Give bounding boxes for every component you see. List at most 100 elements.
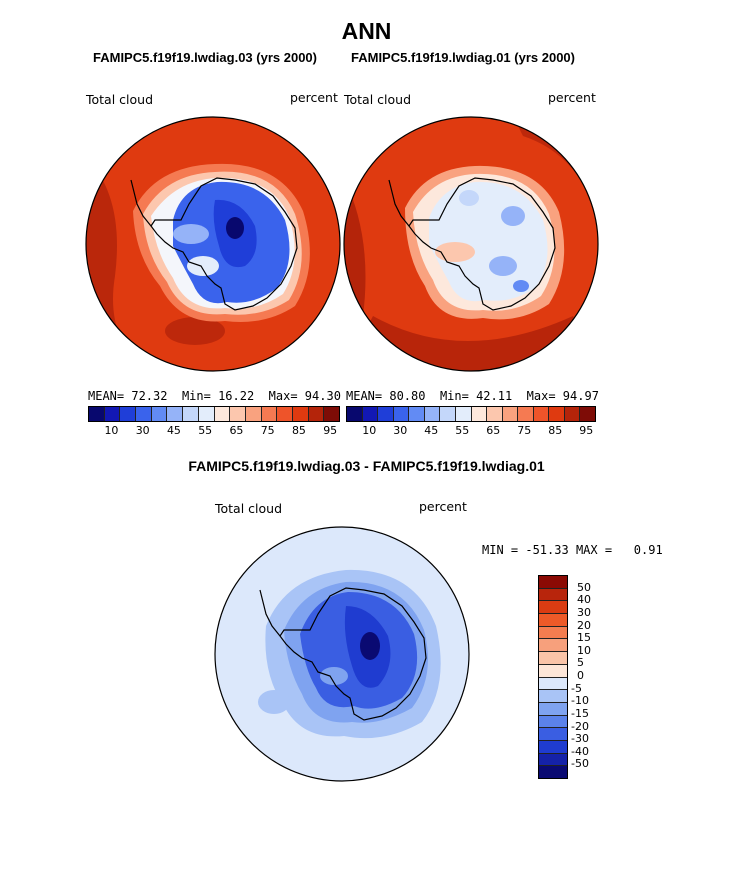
interior-patch-4 bbox=[459, 190, 479, 206]
interior-patch-1 bbox=[501, 206, 525, 226]
left-min-value: 16.22 bbox=[218, 389, 255, 403]
right-mean-label: MEAN= bbox=[346, 389, 383, 403]
left-colorbar-tick-label: 75 bbox=[260, 424, 275, 437]
diff-colorbar-box-9 bbox=[539, 690, 567, 703]
right-colorbar-box-7 bbox=[455, 407, 472, 421]
left-colorbar-box-10 bbox=[245, 407, 262, 421]
left-mean-label: MEAN= bbox=[88, 389, 125, 403]
map-border bbox=[343, 116, 599, 372]
diff-colorbar-box-10 bbox=[539, 702, 567, 716]
right-colorbar-box-12 bbox=[533, 407, 550, 421]
diff-colorbar-tick-label: 10 bbox=[577, 643, 591, 657]
right-panel-units-label: percent bbox=[548, 90, 596, 105]
right-colorbar-tick-label: 95 bbox=[579, 424, 594, 437]
left-colorbar-box-3 bbox=[136, 407, 152, 421]
right-colorbar-tick-label: 55 bbox=[455, 424, 470, 437]
left-colorbar-box-14 bbox=[308, 407, 325, 421]
left-polar-map bbox=[85, 116, 341, 372]
right-stats: MEAN= 80.80 Min= 42.11 Max= 94.97 bbox=[346, 389, 599, 403]
right-colorbar-tick-label: 30 bbox=[393, 424, 408, 437]
left-mean-value: 72.32 bbox=[131, 389, 168, 403]
left-colorbar-box-9 bbox=[230, 407, 246, 421]
right-panel-variable-label: Total cloud bbox=[344, 92, 412, 107]
left-max-label: Max= bbox=[268, 389, 298, 403]
diff-colorbar-tick-label: 5 bbox=[577, 656, 584, 670]
left-colorbar-tick-label: 65 bbox=[229, 424, 244, 437]
diff-colorbar-box-12 bbox=[539, 728, 567, 741]
right-colorbar-tick-label: 85 bbox=[548, 424, 563, 437]
diff-colorbar-tick-label: 30 bbox=[577, 605, 591, 619]
diff-min-label: MIN = bbox=[482, 543, 519, 557]
left-colorbar-box-12 bbox=[277, 407, 293, 421]
diff-colorbar-tick-label: -30 bbox=[571, 732, 589, 746]
antarctica-coastline bbox=[150, 177, 298, 311]
right-colorbar-tick-label: 45 bbox=[424, 424, 439, 437]
interior-core bbox=[226, 217, 244, 239]
antarctica-coastline bbox=[408, 177, 556, 311]
left-colorbar-tick-label: 55 bbox=[198, 424, 213, 437]
right-colorbar-box-2 bbox=[378, 407, 394, 421]
diff-colorbar-tick-label: 50 bbox=[577, 580, 591, 594]
diff-max-label: MAX = bbox=[575, 543, 613, 557]
diff-panel-units-label: percent bbox=[419, 499, 467, 514]
right-max-value: 94.97 bbox=[562, 389, 599, 403]
right-colorbar-box-10 bbox=[502, 407, 519, 421]
diff-colorbar-box-14 bbox=[539, 753, 567, 767]
right-colorbar-tick-label: 10 bbox=[362, 424, 377, 437]
right-colorbar-box-6 bbox=[440, 407, 456, 421]
left-colorbar-box-11 bbox=[261, 407, 278, 421]
left-panel-variable-label: Total cloud bbox=[86, 92, 154, 107]
diff-colorbar-box-13 bbox=[539, 740, 567, 754]
right-colorbar-box-9 bbox=[487, 407, 503, 421]
peninsula-coastline bbox=[259, 589, 281, 637]
diff-colorbar-box-0 bbox=[539, 576, 567, 589]
left-colorbar-box-2 bbox=[120, 407, 137, 421]
light-negative-patch bbox=[258, 690, 290, 714]
left-colorbar-tick-label: 85 bbox=[291, 424, 306, 437]
right-colorbar-box-3 bbox=[393, 407, 410, 421]
difference-title: FAMIPC5.f19f19.lwdiag.03 - FAMIPC5.f19f1… bbox=[188, 458, 545, 474]
diff-colorbar-box-11 bbox=[539, 715, 567, 729]
interior-patch-2 bbox=[489, 256, 517, 276]
diff-colorbar-tick-label: -5 bbox=[571, 681, 582, 695]
left-colorbar-box-15 bbox=[324, 407, 339, 421]
right-colorbar-box-14 bbox=[564, 407, 581, 421]
map-border bbox=[85, 116, 341, 372]
ross-patch bbox=[187, 256, 219, 276]
diff-colorbar-box-1 bbox=[539, 588, 567, 602]
ross-weak bbox=[320, 667, 348, 685]
left-colorbar bbox=[88, 406, 340, 422]
left-colorbar-box-5 bbox=[167, 407, 184, 421]
diff-colorbar-tick-label: -20 bbox=[571, 719, 589, 733]
left-colorbar-box-4 bbox=[151, 407, 168, 421]
right-colorbar-box-4 bbox=[409, 407, 425, 421]
right-min-value: 42.11 bbox=[476, 389, 513, 403]
left-colorbar-box-8 bbox=[214, 407, 231, 421]
left-colorbar-tick-label: 95 bbox=[323, 424, 338, 437]
diff-colorbar-box-4 bbox=[539, 626, 567, 640]
diff-colorbar-tick-label: -50 bbox=[571, 757, 589, 771]
left-colorbar-box-13 bbox=[292, 407, 309, 421]
diff-colorbar-box-2 bbox=[539, 601, 567, 615]
figure-title: ANN bbox=[341, 18, 392, 44]
right-polar-map bbox=[343, 116, 599, 372]
diff-colorbar-tick-label: 20 bbox=[577, 618, 591, 632]
left-panel-case-title: FAMIPC5.f19f19.lwdiag.03 (yrs 2000) bbox=[93, 50, 317, 65]
diff-colorbar-box-15 bbox=[539, 766, 567, 778]
left-colorbar-box-0 bbox=[89, 407, 105, 421]
diff-colorbar-tick-label: -15 bbox=[571, 706, 589, 720]
diff-colorbar-tick-label: -40 bbox=[571, 744, 589, 758]
diff-colorbar-tick-label: 0 bbox=[577, 669, 584, 682]
peninsula-coastline bbox=[388, 179, 410, 227]
left-stats: MEAN= 72.32 Min= 16.22 Max= 94.30 bbox=[88, 389, 341, 403]
left-colorbar-tick-label: 30 bbox=[135, 424, 150, 437]
right-min-label: Min= bbox=[439, 389, 469, 403]
right-mean-value: 80.80 bbox=[389, 389, 426, 403]
right-colorbar bbox=[346, 406, 596, 422]
diff-panel-variable-label: Total cloud bbox=[215, 501, 283, 516]
diff-colorbar-tick-label: 40 bbox=[577, 593, 591, 607]
right-colorbar-box-11 bbox=[518, 407, 534, 421]
right-max-label: Max= bbox=[526, 389, 556, 403]
ross-patch bbox=[435, 242, 475, 262]
diff-max-value: 0.91 bbox=[633, 543, 663, 557]
